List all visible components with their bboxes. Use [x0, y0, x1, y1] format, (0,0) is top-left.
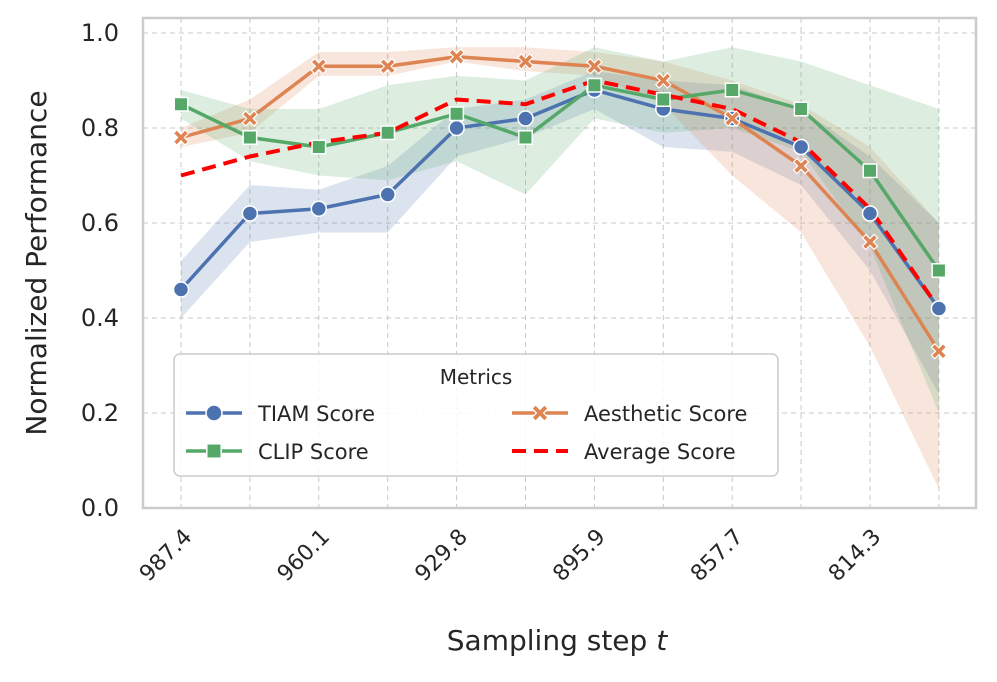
data-point-0-11 [930, 300, 948, 317]
y-tick-label: 0.2 [81, 399, 119, 427]
x-axis-label-text: Sampling step [447, 624, 648, 657]
data-point-2-8 [724, 82, 740, 98]
legend-entry-3: Average Score [512, 440, 736, 464]
series-line-2 [180, 83, 941, 272]
data-point-0-0 [172, 281, 190, 298]
legend-entry-0: TIAM Score [186, 402, 375, 426]
legend-entry-1: Aesthetic Score [512, 402, 747, 426]
data-point-1-7 [654, 72, 672, 89]
confidence-band-0 [181, 71, 939, 394]
y-tick-label: 1.0 [81, 19, 119, 47]
series-line-3 [180, 78, 941, 310]
legend-box [173, 353, 779, 477]
legend: Metrics TIAM Score Aesthetic Score CLIP Sc… [173, 353, 779, 477]
y-tick-labels: 0.0 0.2 0.4 0.6 0.8 1.0 [81, 19, 119, 522]
data-point-1-2 [310, 57, 328, 75]
data-point-2-5 [518, 130, 533, 145]
data-point-1-11 [930, 342, 948, 360]
y-axis-label: Normalized Performance [20, 90, 53, 435]
data-point-2-4 [449, 106, 465, 122]
data-point-0-5 [517, 110, 534, 127]
data-point-0-9 [792, 138, 810, 156]
y-tick-label: 0.6 [81, 209, 119, 237]
data-point-1-9 [792, 157, 810, 175]
legend-swatch-marker [206, 443, 222, 459]
data-point-0-10 [861, 205, 879, 222]
data-point-1-3 [379, 57, 397, 75]
legend-label: Average Score [584, 440, 736, 464]
legend-entries: TIAM Score Aesthetic Score CLIP Score Avera… [186, 402, 747, 464]
data-point-0-3 [379, 186, 396, 203]
legend-entry-2: CLIP Score [186, 440, 369, 464]
y-tick-label: 0.0 [81, 494, 119, 522]
data-point-2-11 [931, 263, 947, 278]
confidence-band-1 [181, 47, 939, 489]
data-point-2-3 [380, 125, 396, 141]
legend-title: Metrics [440, 365, 513, 389]
data-point-0-2 [310, 200, 328, 217]
data-point-1-6 [586, 57, 603, 75]
data-point-1-10 [861, 233, 879, 251]
data-point-1-5 [517, 53, 534, 70]
data-point-2-6 [586, 77, 602, 93]
data-point-2-1 [242, 130, 258, 145]
legend-swatch-marker [531, 404, 549, 422]
legend-label: Aesthetic Score [584, 402, 747, 426]
legend-label: TIAM Score [257, 402, 375, 426]
series-lines [179, 55, 941, 353]
data-point-2-0 [173, 96, 189, 112]
data-point-1-8 [723, 110, 741, 127]
data-point-1-4 [448, 48, 465, 66]
data-point-2-10 [862, 163, 878, 179]
data-point-0-1 [241, 205, 259, 222]
legend-swatch-marker [205, 404, 223, 422]
series-line-1 [180, 55, 941, 353]
confidence-band-2 [181, 47, 939, 413]
plot-frame [141, 16, 978, 510]
x-axis-label: Sampling step t [447, 624, 668, 657]
legend-label: CLIP Score [258, 440, 369, 464]
data-point-1-1 [241, 110, 259, 127]
data-point-1-0 [172, 129, 190, 146]
confidence-bands [181, 47, 939, 489]
y-tick-label: 0.4 [81, 304, 119, 332]
x-axis-label-variable: t [656, 624, 668, 657]
y-tick-label: 0.8 [81, 114, 119, 142]
series-markers [172, 48, 948, 360]
data-point-2-9 [793, 101, 809, 117]
data-point-2-7 [655, 92, 671, 107]
data-point-0-4 [448, 119, 465, 137]
data-point-2-2 [311, 139, 327, 155]
series-line-0 [179, 88, 941, 310]
